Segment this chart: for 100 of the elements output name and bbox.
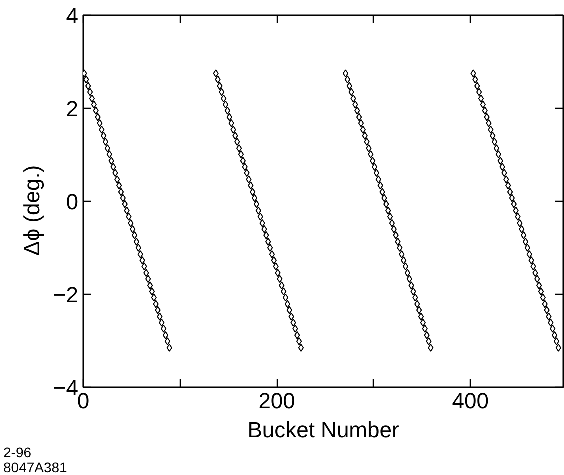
point xyxy=(517,219,523,228)
point xyxy=(144,269,150,278)
point xyxy=(290,318,296,327)
point xyxy=(496,150,502,159)
point xyxy=(215,76,221,84)
point xyxy=(296,337,302,346)
point xyxy=(368,150,374,159)
point xyxy=(408,282,414,290)
point xyxy=(228,119,234,128)
point xyxy=(267,244,274,252)
point xyxy=(262,225,268,234)
y-tick-label: 2 xyxy=(66,96,79,122)
point xyxy=(354,106,360,115)
point xyxy=(162,331,169,340)
point xyxy=(420,318,426,327)
text: 2-96 xyxy=(4,444,32,460)
point xyxy=(395,238,401,246)
point xyxy=(271,256,277,265)
point xyxy=(151,294,157,302)
point xyxy=(414,300,420,308)
point xyxy=(402,262,409,271)
point xyxy=(279,282,285,290)
point xyxy=(118,188,124,196)
point xyxy=(256,206,262,215)
y-tick-label: −2 xyxy=(53,282,79,308)
point xyxy=(106,150,112,159)
point xyxy=(520,231,527,240)
point xyxy=(114,176,120,184)
point xyxy=(130,225,136,234)
point xyxy=(366,144,372,152)
point xyxy=(536,282,542,290)
point xyxy=(244,169,250,178)
point xyxy=(99,126,105,134)
point xyxy=(524,244,531,252)
point xyxy=(132,231,138,240)
point xyxy=(511,200,517,208)
point xyxy=(219,88,225,96)
point xyxy=(138,250,144,259)
point xyxy=(217,82,223,90)
point xyxy=(360,126,366,134)
point xyxy=(149,288,156,296)
point xyxy=(288,312,294,321)
point xyxy=(213,70,219,78)
point xyxy=(410,288,416,296)
point xyxy=(157,312,163,321)
point xyxy=(284,300,291,308)
point xyxy=(372,163,378,172)
point xyxy=(344,76,351,84)
point xyxy=(426,337,432,346)
point xyxy=(234,138,240,146)
point xyxy=(280,288,287,296)
y-tick-label: −4 xyxy=(53,376,79,400)
point xyxy=(226,113,232,122)
point xyxy=(292,324,298,333)
point xyxy=(550,324,556,333)
point xyxy=(424,331,430,340)
point xyxy=(502,169,508,178)
point xyxy=(124,206,130,215)
point xyxy=(166,344,172,352)
point xyxy=(350,94,356,103)
point xyxy=(87,88,94,96)
point xyxy=(386,206,392,215)
point xyxy=(246,176,252,184)
point xyxy=(258,212,264,221)
point xyxy=(376,176,382,184)
point xyxy=(266,238,272,246)
point xyxy=(362,132,368,140)
point xyxy=(480,100,486,109)
point xyxy=(112,169,118,178)
point xyxy=(498,157,504,166)
point xyxy=(254,200,260,208)
point xyxy=(110,163,116,172)
point xyxy=(476,88,482,96)
point xyxy=(382,194,388,202)
y-axis-title: Δϕ (deg.) xyxy=(19,165,44,256)
point xyxy=(134,238,140,246)
point xyxy=(164,337,171,346)
point xyxy=(128,219,134,228)
point xyxy=(418,312,424,321)
point xyxy=(530,262,536,271)
point xyxy=(252,194,258,202)
point xyxy=(136,244,142,252)
point xyxy=(250,188,256,196)
point xyxy=(275,269,281,278)
point xyxy=(544,306,550,314)
point xyxy=(232,132,238,140)
point xyxy=(506,182,512,190)
point xyxy=(298,344,304,352)
point xyxy=(494,144,500,152)
point xyxy=(380,188,386,196)
point xyxy=(358,119,364,128)
point xyxy=(220,94,227,103)
point xyxy=(470,70,476,78)
point xyxy=(116,182,122,190)
x-tick-label: 200 xyxy=(258,388,296,414)
point xyxy=(546,312,552,321)
point xyxy=(273,262,279,271)
point xyxy=(282,294,289,302)
point xyxy=(155,306,161,314)
point xyxy=(538,288,544,296)
